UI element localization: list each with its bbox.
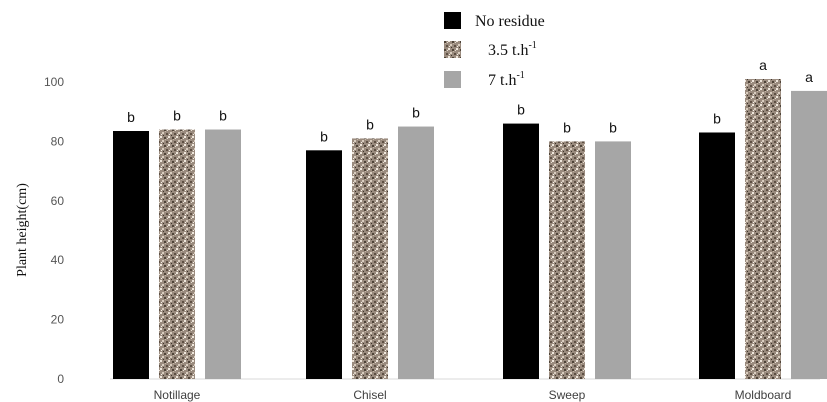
- x-tick-label: Sweep: [549, 388, 586, 402]
- significance-label: b: [713, 110, 721, 126]
- legend: No residue 3.5 t.h-1 7 t.h-1: [444, 12, 545, 89]
- y-tick-label: 20: [51, 313, 65, 327]
- legend-swatch: [444, 71, 461, 88]
- legend-label: 3.5 t.h-1: [488, 40, 537, 59]
- significance-label: a: [805, 69, 813, 85]
- significance-labels: b b b b b b b a b b b a: [127, 57, 813, 144]
- bar: [205, 129, 241, 379]
- significance-label: b: [517, 102, 525, 118]
- significance-label: b: [563, 119, 571, 135]
- bar: [113, 131, 149, 379]
- bar: [549, 141, 585, 379]
- y-tick-label: 60: [51, 194, 65, 208]
- bars: [113, 79, 827, 379]
- bar: [352, 138, 388, 379]
- x-tick-label: Moldboard: [735, 388, 792, 402]
- significance-label: a: [759, 57, 767, 73]
- bar: [595, 141, 631, 379]
- significance-label: b: [320, 128, 328, 144]
- legend-label: No residue: [475, 13, 545, 30]
- x-tick-label: Chisel: [353, 388, 386, 402]
- significance-label: b: [366, 116, 374, 132]
- significance-label: b: [219, 108, 227, 124]
- legend-swatch: [444, 12, 461, 29]
- x-tick-label: Notillage: [154, 388, 201, 402]
- legend-swatch: [444, 41, 461, 58]
- y-axis-label: Plant height(cm): [15, 183, 30, 277]
- bar: [503, 123, 539, 379]
- y-tick-label: 40: [51, 253, 65, 267]
- y-axis: 0 20 40 60 80 100: [44, 75, 64, 386]
- bar: [306, 150, 342, 379]
- bar: [791, 90, 827, 379]
- bar: [699, 132, 735, 379]
- significance-label: b: [173, 108, 181, 124]
- y-tick-label: 0: [57, 372, 64, 386]
- bar: [159, 129, 195, 379]
- significance-label: b: [609, 119, 617, 135]
- x-axis-tick-labels: Notillage Chisel Sweep Moldboard: [154, 388, 792, 402]
- bar: [745, 79, 781, 379]
- bar: [398, 126, 434, 379]
- significance-label: b: [127, 109, 135, 125]
- significance-label: b: [412, 105, 420, 121]
- legend-label: 7 t.h-1: [488, 70, 525, 89]
- y-tick-label: 100: [44, 75, 64, 89]
- y-tick-label: 80: [51, 134, 65, 148]
